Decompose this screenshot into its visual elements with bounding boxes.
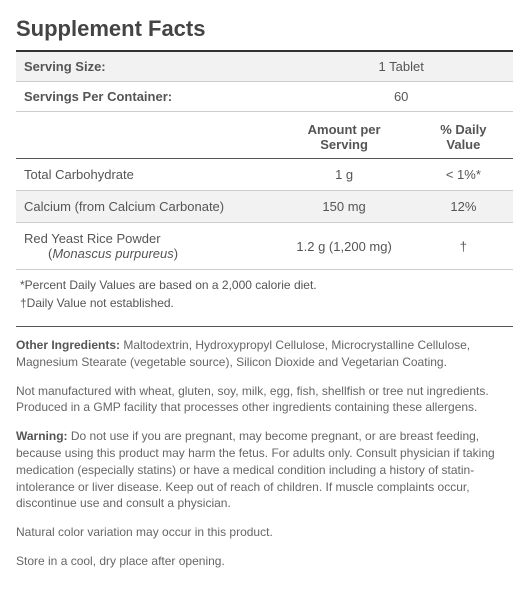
panel-title: Supplement Facts: [16, 16, 513, 42]
serving-table: Serving Size: 1 Tablet Servings Per Cont…: [16, 52, 513, 112]
warning-statement: Warning: Do not use if you are pregnant,…: [16, 428, 513, 512]
warning-text: Do not use if you are pregnant, may beco…: [16, 429, 495, 510]
footnote-dagger: †Daily Value not established.: [20, 294, 509, 312]
nutrient-dv: †: [414, 223, 513, 270]
table-header: Amount per Serving % Daily Value: [16, 112, 513, 159]
paren-close: ): [174, 246, 178, 261]
table-row: Servings Per Container: 60: [16, 82, 513, 112]
footnotes: *Percent Daily Values are based on a 2,0…: [16, 270, 513, 318]
nutrient-amount: 1.2 g (1,200 mg): [274, 223, 413, 270]
nutrient-name: Total Carbohydrate: [16, 159, 274, 191]
color-note: Natural color variation may occur in thi…: [16, 524, 513, 541]
servings-per-value: 60: [289, 82, 513, 112]
table-row: Calcium (from Calcium Carbonate) 150 mg …: [16, 191, 513, 223]
table-row: Red Yeast Rice Powder (Monascus purpureu…: [16, 223, 513, 270]
nutrient-amount: 150 mg: [274, 191, 413, 223]
table-row: Serving Size: 1 Tablet: [16, 52, 513, 82]
divider: [16, 326, 513, 327]
header-dv: % Daily Value: [414, 112, 513, 159]
other-ingredients: Other Ingredients: Maltodextrin, Hydroxy…: [16, 337, 513, 371]
nutrient-name: Red Yeast Rice Powder (Monascus purpureu…: [16, 223, 274, 270]
nutrient-dv: 12%: [414, 191, 513, 223]
nutrient-name: Calcium (from Calcium Carbonate): [16, 191, 274, 223]
allergen-statement: Not manufactured with wheat, gluten, soy…: [16, 383, 513, 417]
species-name: Monascus purpureus: [52, 246, 173, 261]
servings-per-label: Servings Per Container:: [16, 82, 289, 112]
table-row: Total Carbohydrate 1 g < 1%*: [16, 159, 513, 191]
nutrient-amount: 1 g: [274, 159, 413, 191]
warning-label: Warning:: [16, 429, 68, 443]
serving-size-label: Serving Size:: [16, 52, 289, 82]
serving-size-value: 1 Tablet: [289, 52, 513, 82]
nutrient-table: Amount per Serving % Daily Value Total C…: [16, 112, 513, 270]
nutrient-sub: (Monascus purpureus): [24, 246, 266, 261]
other-label: Other Ingredients:: [16, 338, 120, 352]
nutrient-dv: < 1%*: [414, 159, 513, 191]
storage-note: Store in a cool, dry place after opening…: [16, 553, 513, 570]
nutrient-main: Red Yeast Rice Powder: [24, 231, 161, 246]
header-blank: [16, 112, 274, 159]
header-amount: Amount per Serving: [274, 112, 413, 159]
footnote-pdv: *Percent Daily Values are based on a 2,0…: [20, 276, 509, 294]
